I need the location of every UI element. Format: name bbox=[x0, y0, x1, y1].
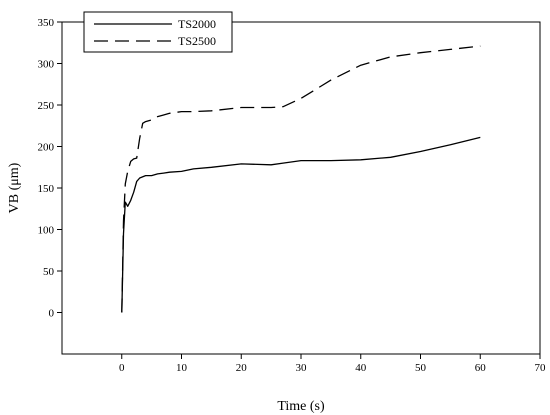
plot-frame bbox=[61, 21, 541, 355]
x-axis-label: Time (s) bbox=[277, 399, 325, 414]
y-axis-label: VB (μm) bbox=[7, 162, 22, 213]
y-tick-label-350: 350 bbox=[38, 17, 55, 29]
x-tick-label-30: 30 bbox=[296, 362, 308, 374]
y-tick-label-250: 250 bbox=[38, 100, 55, 112]
series-layer bbox=[121, 45, 481, 313]
legend: TS2000 TS2500 bbox=[83, 11, 233, 53]
x-tick-label-0: 0 bbox=[119, 362, 125, 374]
x-tick-label-40: 40 bbox=[355, 362, 367, 374]
y-tick-label-150: 150 bbox=[38, 183, 55, 195]
legend-label-ts2500: TS2500 bbox=[178, 34, 216, 48]
series-line-ts2000 bbox=[121, 136, 481, 313]
x-tick-label-60: 60 bbox=[475, 362, 487, 374]
ticks-layer: 0 10 20 30 40 50 60 70 0 50 100 150 200 250 300 350 bbox=[38, 17, 547, 374]
x-tick-label-50: 50 bbox=[415, 362, 427, 374]
y-tick-label-50: 50 bbox=[43, 266, 55, 278]
series-line-ts2500 bbox=[121, 45, 481, 313]
y-tick-label-200: 200 bbox=[38, 142, 55, 154]
x-tick-label-10: 10 bbox=[176, 362, 188, 374]
y-tick-label-0: 0 bbox=[49, 308, 55, 320]
x-tick-label-20: 20 bbox=[236, 362, 248, 374]
x-tick-label-70: 70 bbox=[535, 362, 547, 374]
y-tick-label-100: 100 bbox=[38, 225, 55, 237]
y-tick-label-300: 300 bbox=[38, 59, 55, 71]
legend-label-ts2000: TS2000 bbox=[178, 17, 216, 31]
legend-box bbox=[83, 11, 233, 53]
